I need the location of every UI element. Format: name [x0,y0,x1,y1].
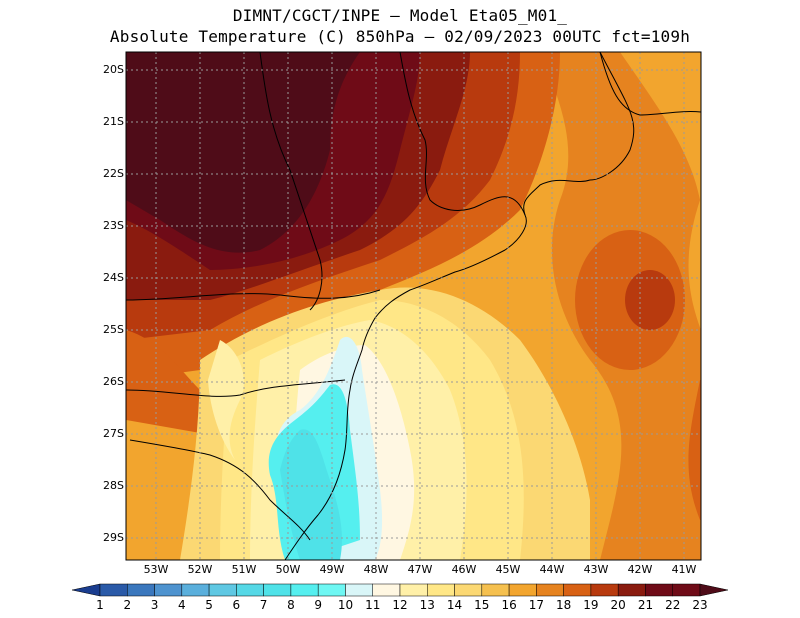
state-border [126,289,381,301]
colorbar-label: 17 [528,598,544,612]
colorbar-label: 7 [259,598,268,612]
plot-frame [125,51,702,561]
state-border [399,52,526,216]
colorbar-label: 9 [314,598,322,612]
lat-label: 20S [103,63,124,76]
colorbar-label: 16 [501,598,517,612]
temperature-field [126,52,701,560]
title-line-1: DIMNT/CGCT/INPE – Model Eta05_M01_ [232,6,568,25]
lon-label: 50W [275,563,301,576]
colorbar-label: 21 [637,598,654,612]
state-border [126,379,346,397]
colorbar-label: 22 [665,598,681,612]
colorbar-label: 13 [419,598,435,612]
lat-label: 27S [103,427,124,440]
lon-label: 44W [539,563,565,576]
lon-label: 47W [407,563,433,576]
colorbar-label: 6 [232,598,241,612]
lat-label: 24S [103,271,124,284]
lat-label: 21S [103,115,124,128]
title-line-2: Absolute Temperature (C) 850hPa – 02/09/… [109,27,691,46]
lat-label: 22S [103,167,124,180]
colorbar-label: 1 [96,598,104,612]
lat-label: 26S [103,375,124,388]
lat-label: 23S [103,219,124,232]
colorbar-label: 2 [123,598,132,612]
colorbar-label: 11 [365,598,381,612]
colorbar-label: 8 [287,598,295,612]
colorbar-label: 20 [610,598,626,612]
lat-label: 28S [103,479,124,492]
colorbar-label: 18 [555,598,572,612]
lon-label: 42W [627,563,653,576]
colorbar-label: 3 [150,598,159,612]
lon-label: 48W [363,563,389,576]
colorbar-label: 15 [474,598,490,612]
state-border [599,52,701,116]
coastline [284,52,635,560]
lon-label: 52W [187,563,213,576]
state-border [129,439,311,541]
colorbar-label: 4 [177,598,186,612]
colorbar-label: 23 [692,598,708,612]
graticule [126,52,701,560]
lon-label: 46W [451,563,477,576]
colorbar-label: 19 [583,598,599,612]
lon-label: 41W [671,563,697,576]
colorbar-label: 14 [446,598,463,612]
lon-label: 43W [583,563,609,576]
lat-label: 25S [103,323,124,336]
state-border [259,52,323,311]
lon-label: 53W [143,563,169,576]
colorbar-label: 12 [392,598,408,612]
coastlines-borders [126,52,701,560]
lon-label: 51W [231,563,257,576]
colorbar-label: 10 [337,598,354,612]
lat-label: 29S [103,531,124,544]
colorbar-label: 5 [205,598,213,612]
lon-label: 49W [319,563,345,576]
lon-label: 45W [495,563,521,576]
